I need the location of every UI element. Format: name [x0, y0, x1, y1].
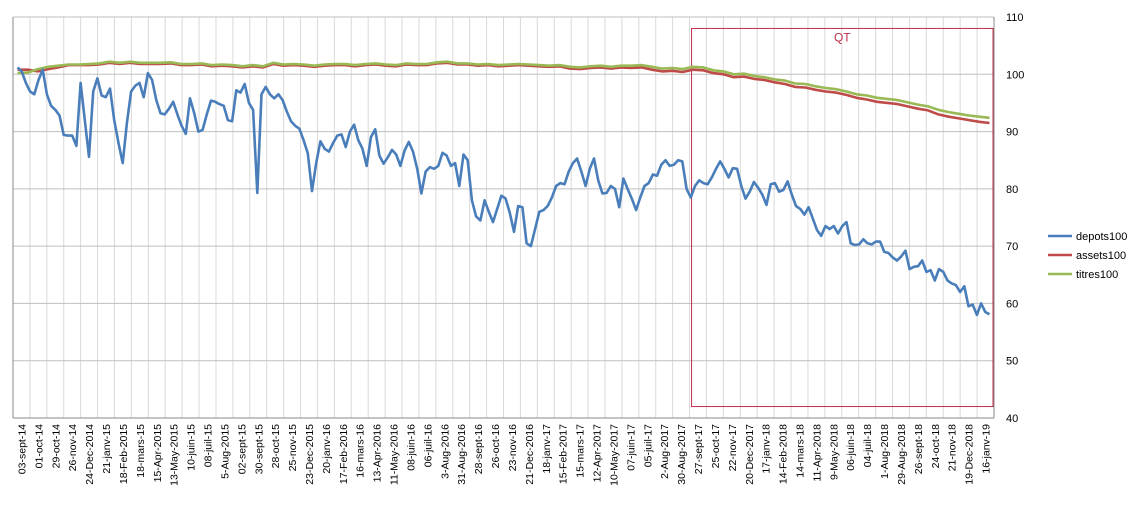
x-tick-label: 1-Aug-2018	[879, 424, 891, 479]
y-tick-label: 70	[1006, 241, 1018, 253]
x-tick-label: 12-Apr-2017	[592, 424, 604, 483]
x-tick-label: 11-Apr-2018	[811, 424, 823, 482]
series-line-titres100	[17, 60, 990, 120]
y-tick-label: 90	[1006, 127, 1018, 139]
x-tick-label: 26-oct-16	[490, 424, 502, 469]
x-tick-label: 15-Feb-2017	[558, 424, 570, 484]
x-tick-label: 29-Aug-2018	[896, 424, 908, 485]
x-tick-label: 20-Dec-2017	[744, 424, 756, 485]
y-tick-label: 50	[1006, 356, 1018, 368]
qt-annotation: QT	[691, 27, 994, 408]
x-tick-label: 06-juil-16	[422, 424, 434, 467]
x-tick-label: 13-May-2015	[169, 424, 181, 486]
x-tick-label: 9-May-2018	[828, 424, 840, 480]
x-tick-label: 08-juin-16	[405, 424, 417, 471]
x-tick-label: 01-oct-14	[33, 424, 45, 469]
y-tick-label: 100	[1006, 69, 1024, 81]
x-tick-label: 23-nov-16	[507, 424, 519, 471]
y-tick-label: 80	[1006, 184, 1018, 196]
x-tick-label: 10-May-2017	[608, 424, 620, 486]
y-tick-label: 40	[1006, 413, 1018, 425]
x-tick-label: 18-mars-15	[135, 424, 147, 478]
x-tick-label: 20-janv-16	[321, 424, 333, 474]
series-line-depots100	[16, 66, 991, 317]
legend-label-depots100: depots100	[1076, 231, 1127, 243]
x-tick-label: 11-May-2016	[389, 424, 401, 485]
x-tick-label: 28-sept-16	[473, 424, 485, 474]
y-tick-label: 60	[1006, 298, 1018, 310]
x-tick-label: 02-sept-15	[236, 424, 248, 474]
legend: depots100 assets100 titres100	[1048, 231, 1127, 281]
x-tick-label: 17-janv-18	[761, 424, 773, 474]
qt-label: QT	[834, 30, 851, 44]
x-tick-label: 03-sept-14	[16, 424, 28, 474]
legend-label-assets100: assets100	[1076, 250, 1126, 262]
x-tick-label: 21-nov-18	[947, 424, 959, 471]
x-tick-label: 30-Aug-2017	[676, 424, 688, 485]
x-tick-label: 04-juil-18	[862, 424, 874, 467]
x-tick-label: 24-oct-18	[930, 424, 942, 469]
x-tick-label: 14-Feb-2018	[778, 424, 790, 484]
x-tick-label: 25-oct-17	[710, 424, 722, 469]
x-tick-label: 21-Dec-2016	[524, 424, 536, 485]
x-tick-label: 15-Apr-2015	[152, 424, 164, 483]
x-tick-label: 08-juil-15	[203, 424, 215, 467]
axes: 40 50 60 70 80 90 100 110 03-sept-14 01-oct-14 29-…	[12, 12, 1024, 486]
x-tick-label: 18-Feb-2015	[118, 424, 130, 484]
x-tick-label: 25-nov-15	[287, 424, 299, 471]
x-tick-label: 22-nov-17	[727, 424, 739, 471]
x-tick-label: 15-mars-17	[575, 424, 587, 478]
x-tick-label: 14-mars-18	[794, 424, 806, 478]
series	[16, 60, 991, 317]
grid	[12, 16, 995, 419]
x-tick-label: 07-juin-17	[625, 424, 637, 471]
x-tick-label: 16-janv-19	[981, 424, 993, 474]
x-tick-label: 31-Aug-2016	[456, 424, 468, 485]
x-tick-label: 18-janv-17	[541, 424, 553, 474]
x-tick-label: 24-Dec-2014	[84, 424, 96, 485]
x-tick-label: 05-juil-17	[642, 424, 654, 467]
x-tick-label: 17-Feb-2016	[338, 424, 350, 484]
x-tick-label: 30-sept-15	[253, 424, 265, 474]
x-tick-label: 19-Dec-2018	[964, 424, 976, 485]
x-tick-label: 10-juin-15	[186, 424, 198, 471]
x-tick-label: 16-mars-16	[355, 424, 367, 478]
y-tick-label: 110	[1006, 12, 1024, 24]
qt-box	[691, 27, 994, 408]
legend-label-titres100: titres100	[1076, 269, 1118, 281]
x-tick-label: 27-sept-17	[693, 424, 705, 474]
x-tick-label: 23-Dec-2015	[304, 424, 316, 485]
x-tick-label: 06-juin-18	[845, 424, 857, 471]
x-tick-label: 3-Aug-2016	[439, 424, 451, 479]
x-tick-label: 13-Apr-2016	[372, 424, 384, 483]
x-tick-label: 26-sept-18	[913, 424, 925, 474]
x-tick-label: 29-oct-14	[50, 424, 62, 469]
x-tick-label: 2-Aug-2017	[659, 424, 671, 479]
x-tick-label: 5-Aug-2015	[219, 424, 231, 479]
x-tick-label: 28-oct-15	[270, 424, 282, 469]
x-tick-label: 21-janv-15	[101, 424, 113, 474]
x-tick-label: 26-nov-14	[67, 424, 79, 471]
